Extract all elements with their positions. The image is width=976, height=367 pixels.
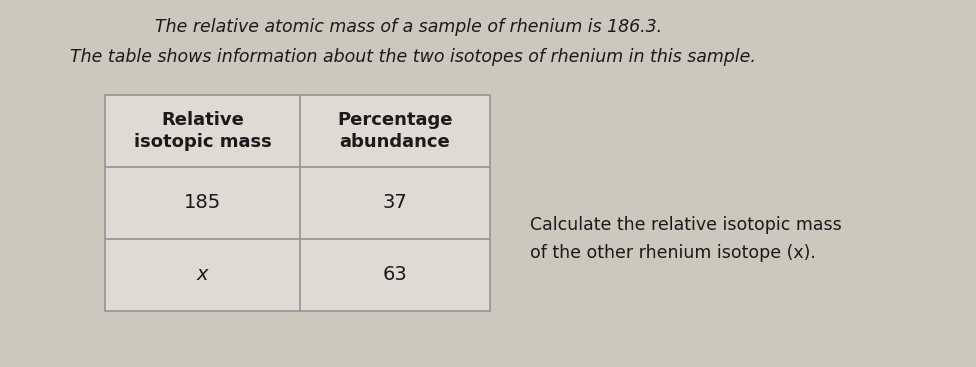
Text: Calculate the relative isotopic mass: Calculate the relative isotopic mass	[530, 216, 841, 234]
Text: isotopic mass: isotopic mass	[134, 133, 271, 151]
Text: Percentage: Percentage	[338, 111, 453, 129]
Text: Relative: Relative	[161, 111, 244, 129]
Text: x: x	[197, 265, 208, 284]
Bar	[105, 95, 490, 311]
Text: of the other rhenium isotope (x).: of the other rhenium isotope (x).	[530, 244, 816, 262]
Text: 185: 185	[183, 193, 222, 212]
Text: abundance: abundance	[340, 133, 450, 151]
Text: The relative atomic mass of a sample of rhenium is 186.3.: The relative atomic mass of a sample of …	[155, 18, 662, 36]
Text: 37: 37	[383, 193, 407, 212]
Text: 63: 63	[383, 265, 407, 284]
Text: The table shows information about the two isotopes of rhenium in this sample.: The table shows information about the tw…	[70, 48, 755, 66]
